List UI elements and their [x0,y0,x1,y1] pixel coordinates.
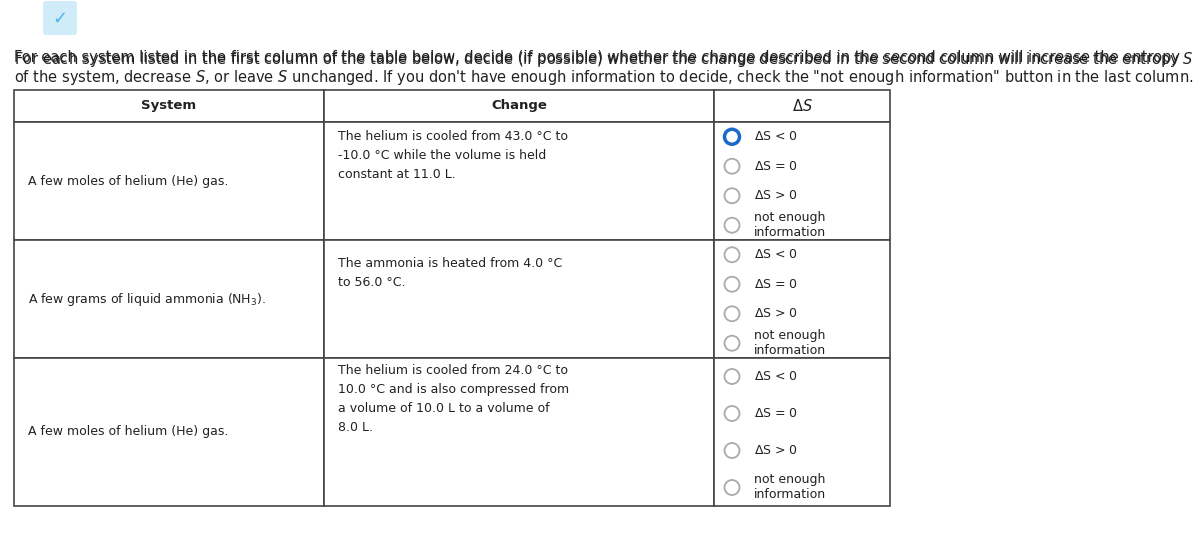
Text: of the system, decrease $S$, or leave $S$ unchanged. If you don't have enough in: of the system, decrease $S$, or leave $S… [14,68,1194,87]
Bar [714,358,890,506]
Bar [14,240,324,358]
Bar [714,240,890,358]
Circle shape [725,369,739,384]
Text: $\Delta$S < 0: $\Delta$S < 0 [754,370,798,383]
Bar [14,122,324,240]
Bar [324,90,714,122]
Text: $\Delta$S < 0: $\Delta$S < 0 [754,130,798,143]
Text: not enough
information: not enough information [754,473,826,501]
Text: For each system listed in the first column of the table below, decide (if possib: For each system listed in the first colu… [14,50,1184,65]
Bar [714,90,890,122]
Text: $\Delta$S > 0: $\Delta$S > 0 [754,189,798,202]
Text: $\Delta$S > 0: $\Delta$S > 0 [754,444,798,457]
Circle shape [725,159,739,173]
Text: For each system listed in the first column of the table below, decide (if possib: For each system listed in the first colu… [14,50,1194,69]
Circle shape [725,277,739,292]
Text: A few grams of liquid ammonia (NH$_3$).: A few grams of liquid ammonia (NH$_3$). [28,290,265,307]
Text: $\Delta$S = 0: $\Delta$S = 0 [754,160,798,173]
Bar [324,358,714,506]
Bar [14,358,324,506]
Circle shape [725,336,739,351]
Circle shape [725,443,739,458]
Bar [14,90,324,122]
Circle shape [725,218,739,233]
Text: not enough
information: not enough information [754,329,826,357]
Text: The helium is cooled from 24.0 °C to
10.0 °C and is also compressed from
a volum: The helium is cooled from 24.0 °C to 10.… [338,365,569,434]
Circle shape [725,129,739,144]
Text: The helium is cooled from 43.0 °C to
-10.0 °C while the volume is held
constant : The helium is cooled from 43.0 °C to -10… [338,130,568,181]
Circle shape [725,406,739,421]
Circle shape [725,480,739,495]
Text: A few moles of helium (He) gas.: A few moles of helium (He) gas. [28,175,228,188]
Text: System: System [142,99,197,113]
Circle shape [725,247,739,262]
Text: Change: Change [491,99,547,113]
Text: $\Delta$S = 0: $\Delta$S = 0 [754,407,798,420]
FancyBboxPatch shape [43,1,77,35]
Bar [714,122,890,240]
Bar [324,240,714,358]
Circle shape [725,306,739,321]
Text: A few moles of helium (He) gas.: A few moles of helium (He) gas. [28,425,228,439]
Text: not enough
information: not enough information [754,211,826,239]
Text: $\Delta$S > 0: $\Delta$S > 0 [754,307,798,320]
Text: $\Delta$S = 0: $\Delta$S = 0 [754,278,798,291]
Text: $\Delta$S < 0: $\Delta$S < 0 [754,248,798,261]
Text: The ammonia is heated from 4.0 °C
to 56.0 °C.: The ammonia is heated from 4.0 °C to 56.… [338,257,563,289]
Text: $\Delta S$: $\Delta S$ [792,98,812,114]
Circle shape [725,188,739,203]
Text: ✓: ✓ [53,10,67,28]
Bar [324,122,714,240]
